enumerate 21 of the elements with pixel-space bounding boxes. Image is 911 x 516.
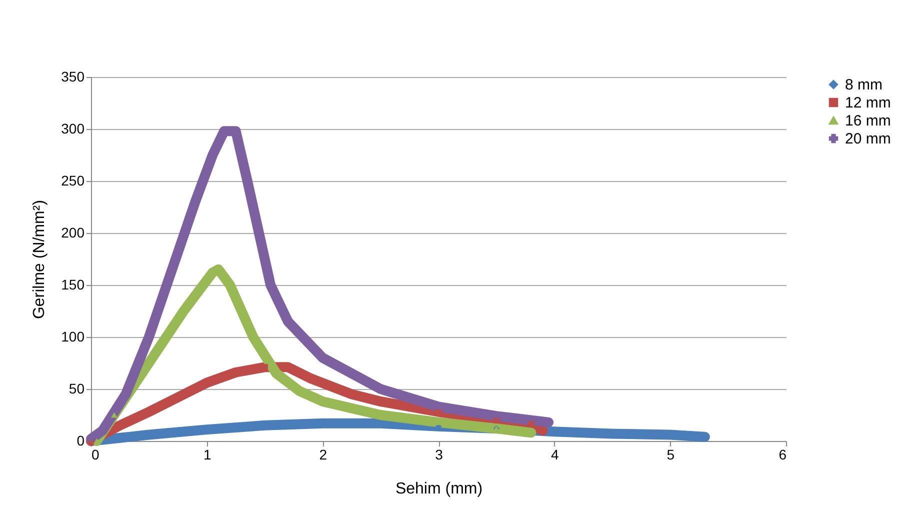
y-tick-label: 250 [61,172,85,188]
y-tick-label: 300 [61,120,85,136]
legend-label: 8 mm [845,76,882,94]
y-axis-title: Gerilme (N/mm²) [31,200,48,320]
legend-label: 12 mm [845,94,891,112]
legend-label: 16 mm [845,112,891,130]
x-tick-label: 5 [666,446,675,462]
x-tick-label: 0 [92,446,100,462]
y-tick-label: 100 [61,328,85,344]
x-axis-title: Sehim (mm) [395,480,483,498]
y-tick-label: 200 [61,224,85,240]
x-tick-label: 3 [435,446,444,462]
y-tick-label: 150 [61,276,85,292]
legend-label: 20 mm [845,130,891,148]
x-tick-label: 1 [203,446,212,462]
y-tick-label: 50 [68,380,85,396]
y-tick-label: 0 [76,432,85,448]
x-tick-label: 2 [319,446,328,462]
y-tick-label: 350 [61,68,85,84]
x-tick-label: 4 [550,446,559,462]
x-tick-label: 6 [778,446,787,462]
